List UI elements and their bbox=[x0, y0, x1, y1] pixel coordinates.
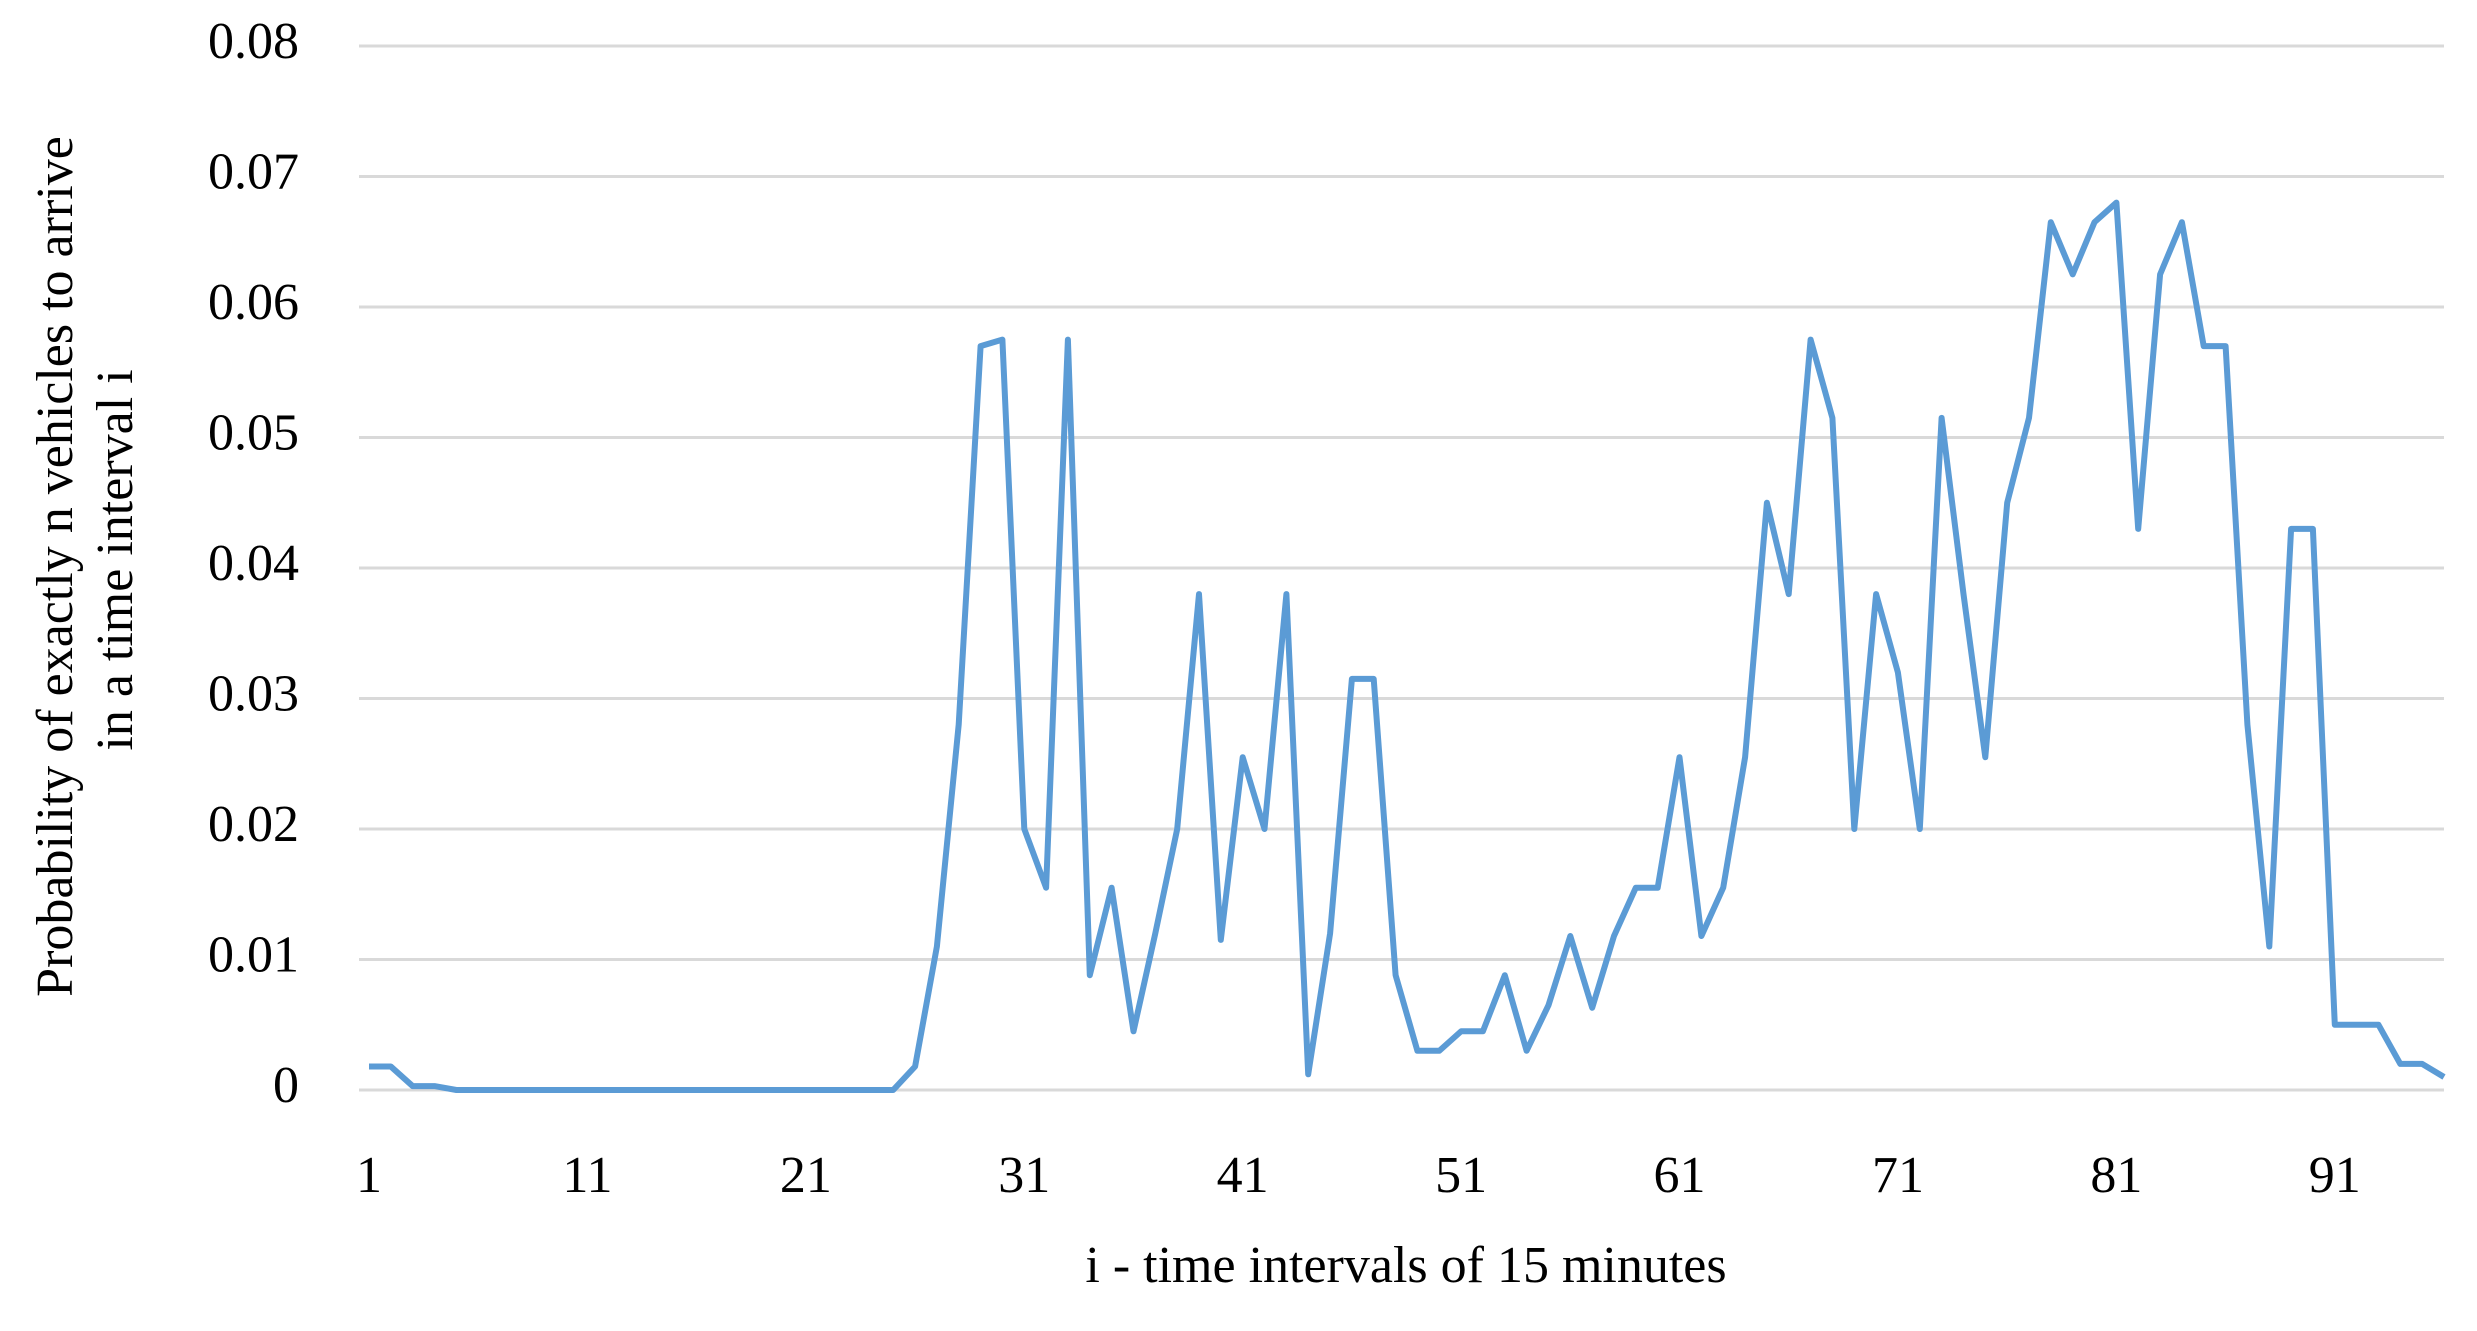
x-tick-label: 61 bbox=[1654, 1147, 1706, 1204]
x-tick-label: 71 bbox=[1872, 1147, 1924, 1204]
x-tick-label: 81 bbox=[2090, 1147, 2142, 1204]
y-axis-label: Probability of exactly n vehicles to arr… bbox=[27, 123, 144, 997]
y-tick-label: 0.08 bbox=[208, 13, 299, 70]
x-tick-label: 21 bbox=[780, 1147, 832, 1204]
x-tick-label: 11 bbox=[562, 1147, 612, 1204]
y-tick-label: 0.04 bbox=[208, 535, 299, 592]
y-axis-label-line: Probability of exactly n vehicles to arr… bbox=[27, 136, 84, 997]
y-axis-label-line: in a time interval i bbox=[87, 369, 144, 750]
x-tick-label: 1 bbox=[356, 1147, 382, 1204]
x-tick-label: 51 bbox=[1435, 1147, 1487, 1204]
x-tick-label: 91 bbox=[2309, 1147, 2361, 1204]
x-axis-label: i - time intervals of 15 minutes bbox=[1085, 1237, 1726, 1294]
y-tick-label: 0.05 bbox=[208, 404, 299, 461]
x-tick-label: 41 bbox=[1217, 1147, 1269, 1204]
y-tick-label: 0.06 bbox=[208, 274, 299, 331]
y-tick-label: 0 bbox=[273, 1057, 299, 1114]
x-tick-label: 31 bbox=[998, 1147, 1050, 1204]
data-line bbox=[369, 199, 2446, 1093]
y-tick-label: 0.01 bbox=[208, 926, 299, 983]
y-tick-label: 0.03 bbox=[208, 665, 299, 722]
y-tick-label: 0.02 bbox=[208, 796, 299, 853]
y-tick-label: 0.07 bbox=[208, 143, 299, 200]
